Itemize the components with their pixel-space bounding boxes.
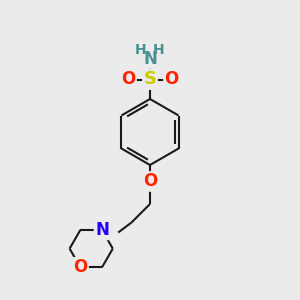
- Text: S: S: [143, 70, 157, 88]
- Text: H: H: [153, 43, 165, 57]
- Text: O: O: [164, 70, 179, 88]
- Text: N: N: [95, 221, 109, 239]
- Text: O: O: [121, 70, 136, 88]
- Text: O: O: [143, 172, 157, 190]
- Text: N: N: [143, 50, 157, 68]
- Text: H: H: [135, 43, 147, 57]
- Text: O: O: [73, 258, 88, 276]
